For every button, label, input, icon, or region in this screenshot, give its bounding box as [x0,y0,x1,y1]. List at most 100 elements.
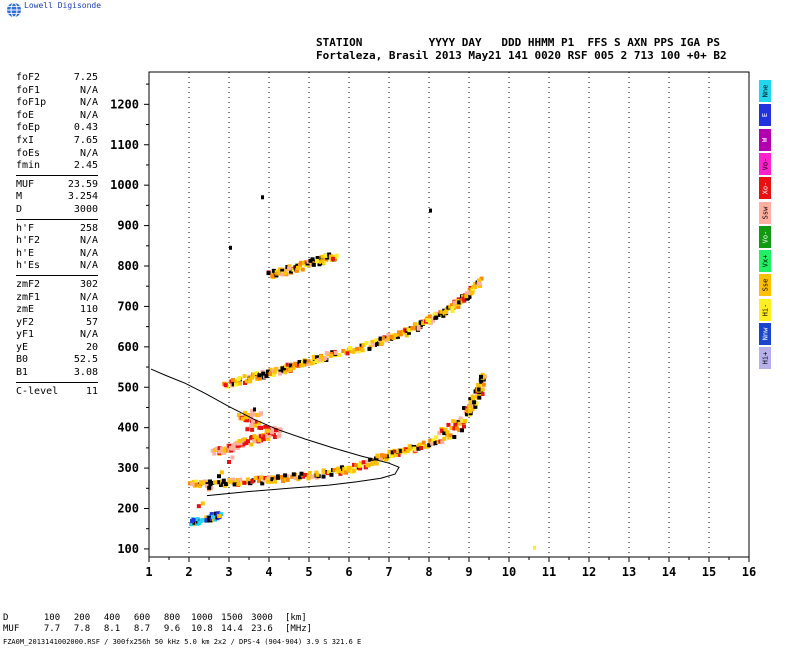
echo-mark [273,475,278,480]
echo-mark [413,322,418,327]
echo-mark [457,421,462,426]
param-row: h'E N/A [16,248,98,261]
echo-mark [368,344,373,349]
echo-mark [480,387,485,392]
echo-mark [533,545,536,550]
echo-mark [329,472,334,477]
echo-mark [257,478,262,483]
echo-mark [425,318,430,323]
echo-mark [288,363,293,368]
echo-mark [315,472,320,477]
echo-mark [230,377,235,382]
echo-mark [236,413,241,418]
echo-mark [235,446,240,451]
echo-mark [407,446,412,451]
polarization-label: Xo- [761,181,769,195]
param-row: MUF 23.59 [16,179,98,192]
echo-mark [460,418,465,423]
echo-mark [434,435,439,440]
param-value: N/A [79,291,98,303]
echo-mark [453,422,458,427]
polarization-label: W [761,137,769,142]
param-value: N/A [79,109,98,121]
polarization-label: Nne [761,84,769,98]
footer-label: D [3,613,9,623]
echo-mark [450,308,455,313]
echo-mark [306,475,311,480]
echo-mark [249,435,254,440]
echo-mark [270,274,275,279]
echo-mark [269,479,274,484]
echo-mark [195,517,200,522]
echo-mark [364,341,369,346]
x-tick-label: 15 [702,565,716,579]
echo-mark [438,312,443,317]
footer-value: 8.1 [103,624,121,634]
echo-mark [286,364,291,369]
echo-mark [217,446,222,451]
echo-mark [190,482,195,487]
echo-mark [466,290,471,295]
echo-mark [232,482,237,487]
echo-mark [257,420,262,425]
echo-mark [268,370,273,375]
echo-mark [222,450,227,455]
param-name: D [16,203,23,215]
echo-mark [278,371,283,376]
echo-mark [345,351,350,356]
param-value: 3.08 [73,367,98,379]
echo-mark [468,396,473,401]
polarization-swatch: Vx+ [759,250,771,273]
echo-mark [270,477,275,482]
param-row: foEs N/A [16,148,98,161]
echo-mark [437,431,442,436]
echo-mark [311,354,316,359]
echo-mark [332,257,337,262]
echo-mark [195,521,200,526]
echo-mark [278,369,283,374]
echo-mark [272,369,277,374]
echo-mark [272,435,277,440]
echo-mark [463,419,468,424]
echo-mark [197,521,202,526]
polarization-label: E [761,113,769,118]
echo-mark [457,427,462,432]
echo-mark [209,512,214,517]
echo-mark [263,424,268,429]
echo-mark [234,379,239,384]
echo-mark [266,425,271,430]
y-tick-label: 200 [117,502,139,516]
echo-mark [482,374,487,379]
y-tick-label: 700 [117,299,139,313]
polarization-label: Nnw [761,327,769,341]
echo-mark [474,401,479,406]
echo-mark [257,438,262,443]
echo-mark [429,208,432,213]
echo-mark [307,471,312,476]
param-row: zmE 110 [16,304,98,317]
echo-mark [197,484,202,489]
echo-mark [266,271,271,276]
echo-mark [235,443,240,448]
footer-value: 600 [133,613,151,623]
echo-mark [308,258,313,263]
echo-mark [226,459,231,464]
echo-mark [384,457,389,462]
y-tick-label: 100 [117,542,139,556]
echo-mark [419,446,424,451]
echo-mark [236,482,241,487]
echo-mark [210,448,215,453]
echo-mark [449,426,454,431]
param-separator [16,381,98,383]
echo-mark [253,423,258,428]
echo-mark [293,361,298,366]
echo-mark [457,300,462,305]
echo-mark [298,260,303,265]
echo-mark [258,434,263,439]
param-value: 20 [85,341,98,353]
y-tick-label: 1000 [110,178,139,192]
echo-mark [356,349,361,354]
echo-mark [390,450,395,455]
echo-mark [264,373,269,378]
echo-mark [249,415,254,420]
